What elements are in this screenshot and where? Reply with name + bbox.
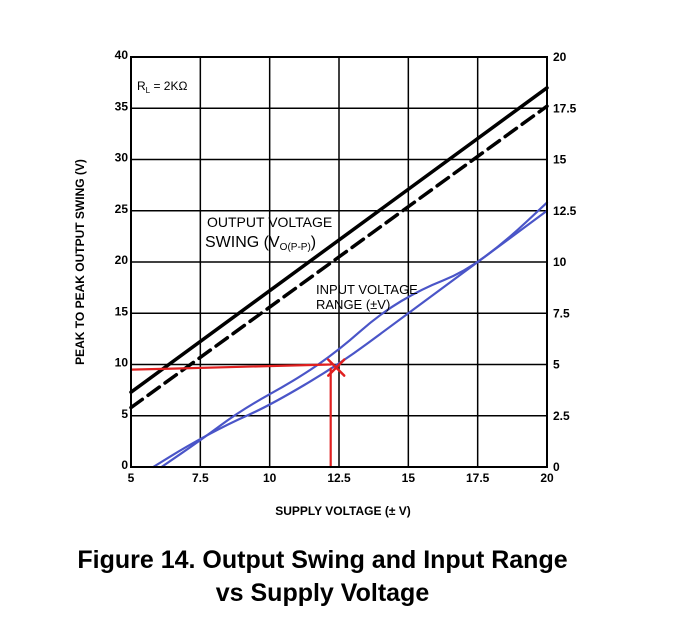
y2-tick-label: 5	[553, 358, 560, 372]
y-tick-label: 10	[115, 356, 129, 370]
grid	[130, 56, 548, 468]
y-tick-label: 20	[115, 253, 129, 267]
x-marker-stroke-2	[326, 358, 346, 377]
y-tick-label: 0	[121, 458, 128, 472]
y-tick-label: 30	[115, 151, 129, 165]
input-range-label-line1: INPUT VOLTAGE	[316, 282, 418, 297]
y2-tick-label: 17.5	[553, 101, 577, 115]
output-swing-label-line1: OUTPUT VOLTAGE	[207, 214, 332, 230]
x-marker	[326, 358, 346, 377]
figure-caption: Figure 14. Output Swing and Input Range …	[0, 544, 645, 610]
y-tick-label: 15	[115, 304, 129, 318]
series-line-2	[129, 104, 549, 410]
y2-tick-label: 10	[553, 255, 567, 269]
output-swing-label-line2: SWING (VO(P-P))	[205, 234, 316, 253]
y-tick-label: 35	[115, 99, 129, 113]
x-tick-label: 12.5	[327, 471, 351, 485]
y-tick-label: 40	[115, 48, 129, 62]
x-tick-label: 10	[263, 471, 277, 485]
caption-line-1: Figure 14. Output Swing and Input Range	[77, 546, 568, 574]
x-axis-title: SUPPLY VOLTAGE (± V)	[275, 504, 411, 518]
x-tick-label: 20	[540, 471, 554, 485]
x-tick-label: 5	[128, 471, 135, 485]
x-tick-label: 15	[402, 471, 416, 485]
y-tick-label: 25	[115, 202, 129, 216]
series-line-1	[129, 86, 549, 394]
y2-tick-label: 2.5	[553, 409, 570, 423]
y-tick-label: 5	[121, 407, 128, 421]
input-range-label-line2: RANGE (±V)	[316, 297, 390, 312]
x-tick-label: 17.5	[466, 471, 490, 485]
y-axis-title: PEAK TO PEAK OUTPUT SWING (V)	[73, 159, 87, 365]
y2-tick-label: 12.5	[553, 204, 577, 218]
y2-tick-label: 20	[553, 50, 567, 64]
y2-tick-label: 15	[553, 153, 567, 167]
y2-tick-label: 0	[553, 460, 560, 474]
series-line-4	[152, 209, 549, 469]
y2-tick-label: 7.5	[553, 306, 570, 320]
series-line-5	[129, 363, 332, 371]
condition-label: RL = 2KΩ	[137, 79, 187, 95]
series-group	[129, 86, 549, 469]
caption-line-2: vs Supply Voltage	[215, 579, 430, 607]
x-tick-label: 7.5	[192, 471, 209, 485]
plot-frame	[130, 56, 548, 468]
tick-labels: 5 7.5 10 12.5 15 17.5 20051015202530354002.557…	[115, 48, 577, 485]
